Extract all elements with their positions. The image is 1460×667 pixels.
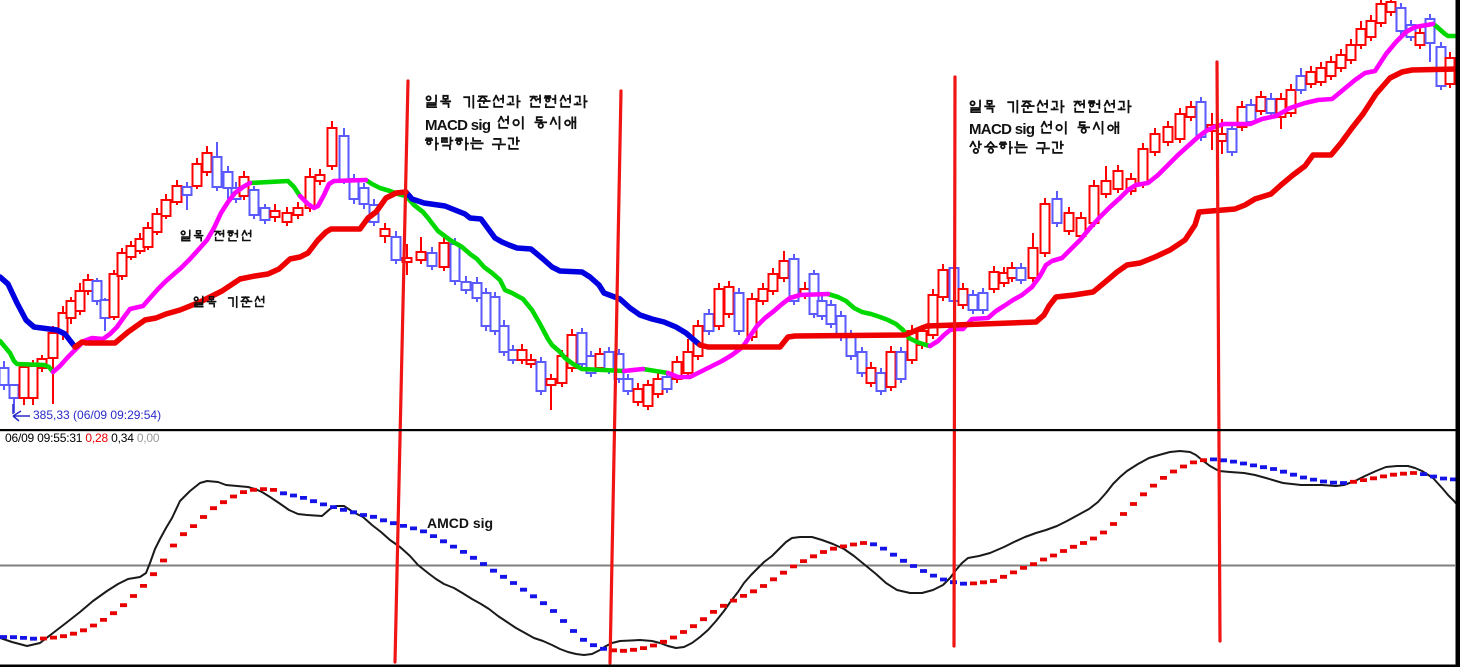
svg-text:385,33 (06/09 09:29:54): 385,33 (06/09 09:29:54) <box>33 408 161 422</box>
svg-text:MACD sig: MACD sig <box>969 121 1035 138</box>
svg-text:AMCD sig: AMCD sig <box>427 515 493 531</box>
svg-text:MACD sig: MACD sig <box>425 117 491 134</box>
svg-text:06/09 09:55:31 0,28 0,34 0,00: 06/09 09:55:31 0,28 0,34 0,00 <box>5 431 160 445</box>
